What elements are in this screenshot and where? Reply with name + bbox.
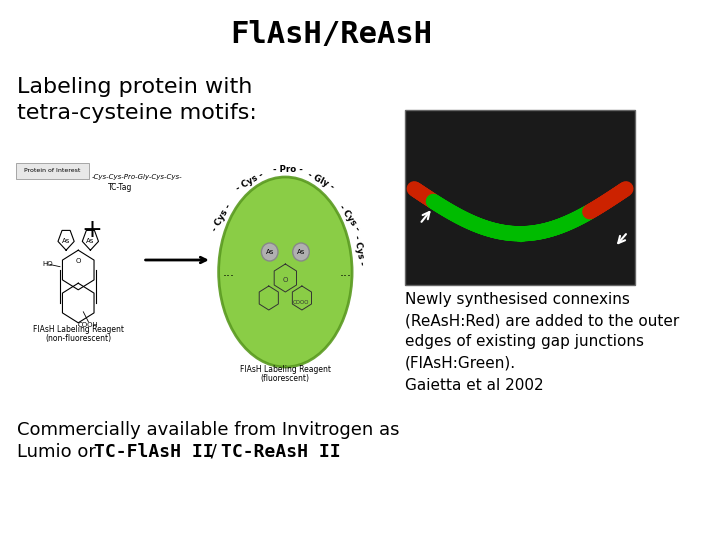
Text: - Cys -: - Cys - bbox=[210, 202, 233, 233]
Text: Lumio or: Lumio or bbox=[17, 443, 102, 461]
Text: O: O bbox=[76, 258, 81, 264]
Text: - Cys -: - Cys - bbox=[352, 235, 366, 266]
Text: Labeling protein with
tetra-cysteine motifs:: Labeling protein with tetra-cysteine mot… bbox=[17, 77, 256, 123]
Text: Commercially available from Invitrogen as: Commercially available from Invitrogen a… bbox=[17, 421, 399, 439]
Text: As: As bbox=[86, 238, 94, 245]
Ellipse shape bbox=[219, 177, 352, 367]
FancyBboxPatch shape bbox=[16, 163, 89, 179]
Text: +: + bbox=[81, 218, 102, 242]
Text: - Gly -: - Gly - bbox=[306, 170, 336, 192]
Text: Newly synthesised connexins
(ReAsH:Red) are added to the outer
edges of existing: Newly synthesised connexins (ReAsH:Red) … bbox=[405, 292, 679, 370]
Text: /: / bbox=[204, 443, 222, 461]
Text: Protein of Interest: Protein of Interest bbox=[24, 168, 81, 173]
Text: As: As bbox=[297, 249, 305, 255]
Text: (fluorescent): (fluorescent) bbox=[261, 375, 310, 383]
Text: - Cys -: - Cys - bbox=[337, 202, 361, 232]
Text: TC-ReAsH II: TC-ReAsH II bbox=[221, 443, 341, 461]
Text: COOO: COOO bbox=[293, 300, 310, 305]
Text: TC-FlAsH II: TC-FlAsH II bbox=[94, 443, 214, 461]
Text: HO: HO bbox=[42, 261, 53, 267]
Text: - Pro -: - Pro - bbox=[273, 165, 303, 173]
Text: Gaietta et al 2002: Gaietta et al 2002 bbox=[405, 377, 544, 393]
Circle shape bbox=[293, 243, 310, 261]
Text: -Cys-Cys-Pro-Gly-Cys-Cys-: -Cys-Cys-Pro-Gly-Cys-Cys- bbox=[92, 174, 183, 180]
Text: As: As bbox=[266, 249, 274, 255]
FancyBboxPatch shape bbox=[405, 110, 635, 285]
Text: COOH: COOH bbox=[78, 322, 99, 328]
Text: ...: ... bbox=[222, 266, 234, 279]
Text: - Cys -: - Cys - bbox=[235, 170, 265, 193]
Text: FlAsH Labeling Reagent: FlAsH Labeling Reagent bbox=[32, 326, 124, 334]
Text: O: O bbox=[283, 277, 288, 283]
Text: FlAsH Labeling Reagent: FlAsH Labeling Reagent bbox=[240, 366, 331, 375]
Text: TC-Tag: TC-Tag bbox=[107, 184, 132, 192]
Text: ...: ... bbox=[339, 266, 351, 279]
Circle shape bbox=[261, 243, 278, 261]
Text: As: As bbox=[62, 238, 71, 245]
Text: FlAsH/ReAsH: FlAsH/ReAsH bbox=[230, 21, 433, 50]
Text: (non-fluorescent): (non-fluorescent) bbox=[45, 334, 112, 343]
